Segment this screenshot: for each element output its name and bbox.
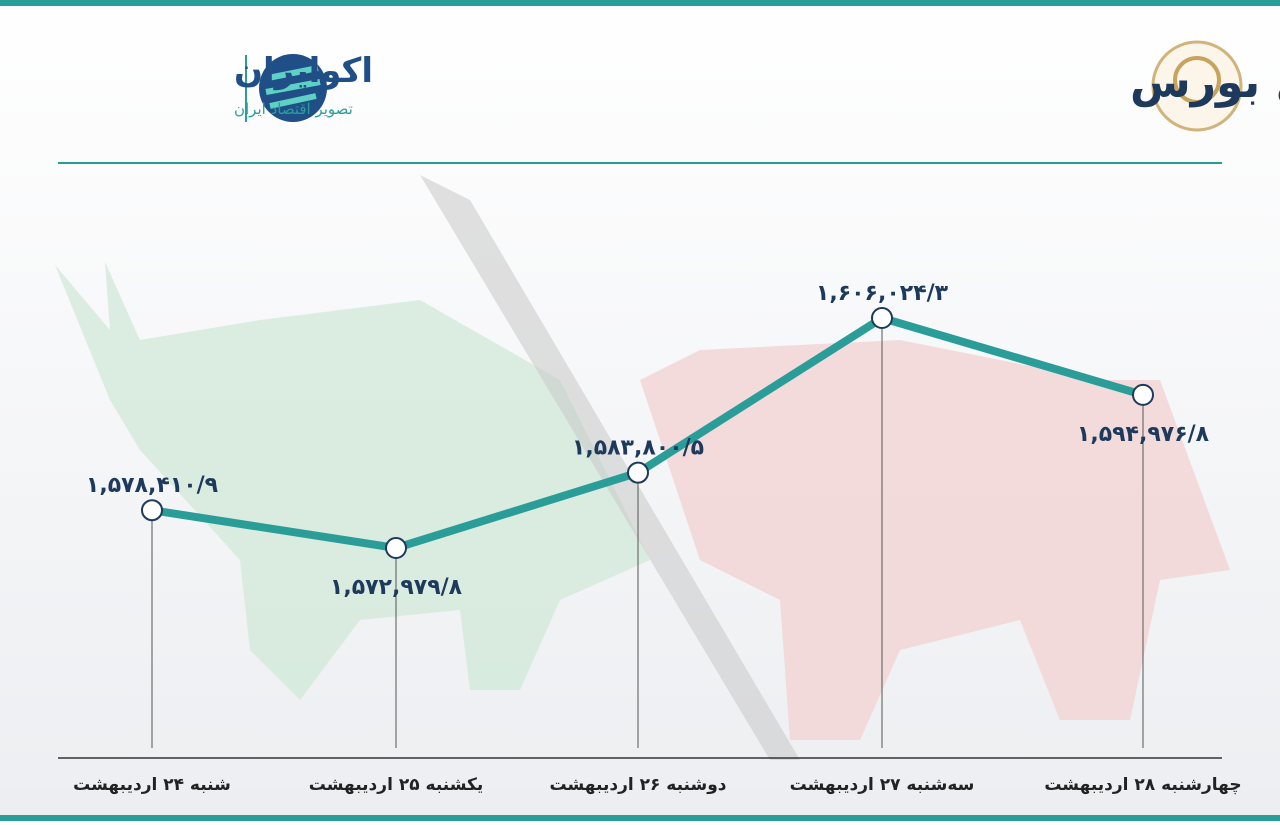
point	[871, 307, 893, 329]
x-tick-label: چهارشنبه ۲۸ اردیبهشت	[1044, 775, 1241, 795]
brand-tagline: تصویر اقتصاد ایران	[234, 100, 353, 118]
brand-logo-stripes	[265, 65, 321, 109]
exchange-logo	[1151, 40, 1243, 132]
value-label: ۱,۵۸۳,۸۰۰/۵	[572, 436, 704, 461]
top-border	[0, 0, 1280, 6]
value-label: ۱,۶۰۶,۰۲۴/۳	[816, 281, 949, 306]
x-tick-label: سه‌شنبه ۲۷ اردیبهشت	[790, 775, 975, 795]
x-tick-label: دوشنبه ۲۶ اردیبهشت	[550, 775, 727, 795]
brand-name: اکوایران	[234, 51, 373, 91]
bear-silhouette	[640, 340, 1230, 740]
value-label: ۱,۵۷۸,۴۱۰/۹	[86, 473, 218, 498]
value-label: ۱,۵۹۴,۹۷۶/۸	[1077, 422, 1210, 447]
chart-title: روند هفته شاخص کل بورس	[1130, 57, 1280, 108]
bull-silhouette	[55, 262, 650, 700]
value-label: ۱,۵۷۲,۹۷۹/۸	[330, 575, 463, 600]
point	[141, 499, 163, 522]
x-tick-label: یکشنبه ۲۵ اردیبهشت	[309, 775, 484, 795]
point	[385, 537, 407, 559]
bottom-border	[0, 815, 1280, 821]
point	[1132, 383, 1154, 406]
exchange-logo-ring	[1173, 56, 1221, 104]
point	[627, 461, 649, 484]
arrow-silhouette	[420, 175, 800, 760]
x-tick-label: شنبه ۲۴ اردیبهشت	[73, 775, 231, 795]
